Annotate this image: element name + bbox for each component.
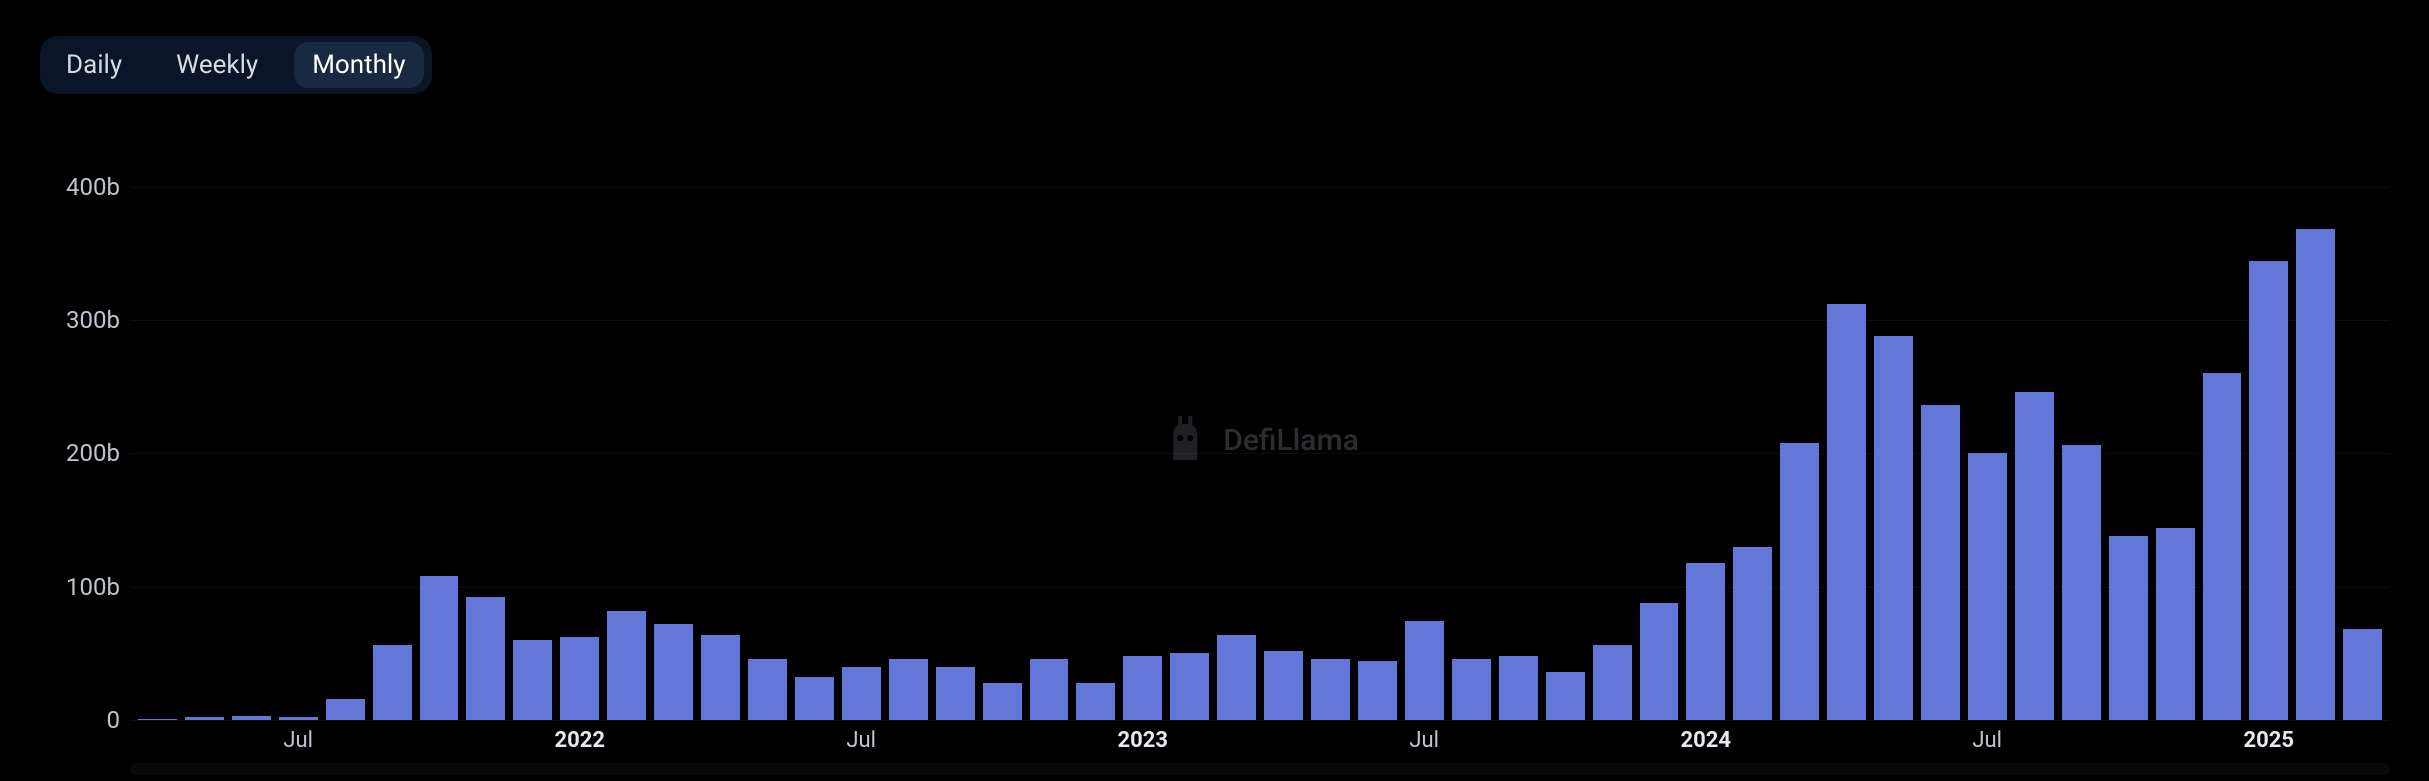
chart-bar[interactable] [1593,645,1632,720]
chart-bar[interactable] [513,640,552,720]
y-axis-label: 0 [107,706,121,734]
chart-bar[interactable] [701,635,740,720]
chart-bar[interactable] [936,667,975,720]
chart-bar[interactable] [1076,683,1115,720]
chart-bar[interactable] [1170,653,1209,720]
chart-bar[interactable] [138,719,177,720]
tab-weekly[interactable]: Weekly [158,42,276,88]
timeframe-tabs: Daily Weekly Monthly [40,36,432,94]
chart-bar[interactable] [795,677,834,720]
chart-bar[interactable] [326,699,365,720]
chart-bar[interactable] [2062,445,2101,720]
chart-bar[interactable] [2156,528,2195,720]
chart-bar[interactable] [1640,603,1679,720]
chart-bar[interactable] [2109,536,2148,720]
chart-bar[interactable] [185,717,224,720]
chart-plot-area: 0100b200b300b400b DefiLlama Jul2022Jul20… [130,160,2390,720]
chart-bar[interactable] [466,597,505,720]
chart-bar[interactable] [1030,659,1069,720]
chart-bar[interactable] [1921,405,1960,720]
chart-bar[interactable] [1264,651,1303,720]
chart-bar[interactable] [748,659,787,720]
x-axis-label: 2025 [2243,728,2294,753]
chart-bar[interactable] [889,659,928,720]
chart-bar[interactable] [1827,304,1866,720]
chart-bar[interactable] [1452,659,1491,720]
y-axis-label: 300b [66,306,120,334]
chart-bar[interactable] [1546,672,1585,720]
chart-bar[interactable] [1780,443,1819,720]
chart-bar[interactable] [1123,656,1162,720]
chart-bar[interactable] [1686,563,1725,720]
chart-bar[interactable] [2015,392,2054,720]
x-axis-label: Jul [1972,728,2002,753]
chart-bar[interactable] [1358,661,1397,720]
chart-bar[interactable] [1499,656,1538,720]
chart-bar[interactable] [232,716,271,720]
chart-bar[interactable] [279,717,318,720]
x-axis-labels: Jul 2022 Jul 2023 Jul 2024 Jul 2025 [130,728,2390,758]
chart-bar[interactable] [373,645,412,720]
chart-bar[interactable] [607,611,646,720]
plot [130,160,2390,720]
x-axis-label: 2024 [1680,728,1731,753]
chart-bar[interactable] [1874,336,1913,720]
x-axis-label: 2023 [1117,728,1168,753]
chart-scrollbar[interactable] [130,763,2390,775]
chart-bar[interactable] [983,683,1022,720]
chart-bar[interactable] [1968,453,2007,720]
chart-bar[interactable] [1217,635,1256,720]
chart-container: Daily Weekly Monthly 0100b200b300b400b D… [0,0,2429,781]
chart-bar[interactable] [654,624,693,720]
chart-bar[interactable] [842,667,881,720]
x-axis-label: 2022 [554,728,605,753]
chart-bar[interactable] [1733,547,1772,720]
y-axis-label: 200b [66,439,120,467]
x-axis-label: Jul [283,728,313,753]
chart-bar[interactable] [2296,229,2335,720]
chart-bar[interactable] [420,576,459,720]
y-axis-label: 400b [66,173,120,201]
tab-monthly[interactable]: Monthly [294,42,423,88]
tab-daily[interactable]: Daily [48,42,140,88]
chart-bar[interactable] [560,637,599,720]
bars-container [130,160,2390,720]
chart-bar[interactable] [2203,373,2242,720]
y-axis-label: 100b [66,573,120,601]
chart-bar[interactable] [2249,261,2288,720]
x-axis-label: Jul [846,728,876,753]
chart-bar[interactable] [1311,659,1350,720]
x-axis-label: Jul [1409,728,1439,753]
chart-bar[interactable] [2343,629,2382,720]
chart-bar[interactable] [1405,621,1444,720]
